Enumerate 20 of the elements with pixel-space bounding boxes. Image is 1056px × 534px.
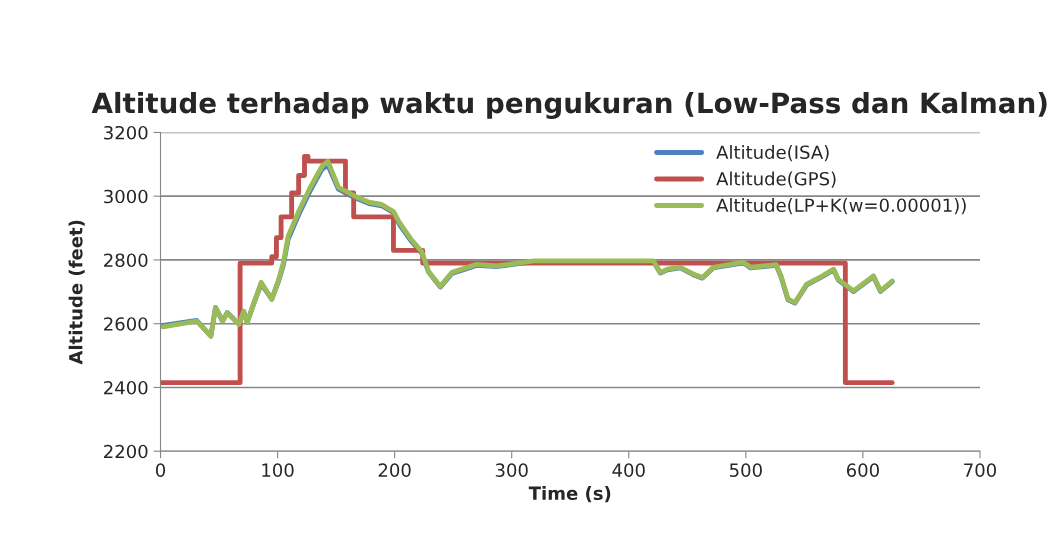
- y-axis-title: Altitude (feet): [68, 220, 85, 365]
- y-tick-label: 2600: [104, 317, 148, 331]
- legend-label: Altitude(ISA): [716, 145, 829, 162]
- x-tick-label: 600: [846, 463, 879, 478]
- y-tick-label: 3000: [104, 189, 148, 204]
- x-axis-title: Time (s): [528, 486, 611, 503]
- x-tick-label: 0: [155, 463, 166, 478]
- x-tick-label: 700: [964, 463, 996, 478]
- y-tick-label: 2200: [104, 444, 148, 459]
- y-tick-label: 3200: [104, 125, 148, 140]
- y-tick-label: 2800: [104, 253, 148, 268]
- x-tick-label: 400: [612, 463, 645, 478]
- y-tick-label: 2400: [104, 380, 148, 395]
- x-tick-label: 300: [495, 463, 528, 478]
- chart-title: Altitude terhadap waktu pengukuran (Low-Pass dan Kalman): [91, 91, 1047, 119]
- x-tick-label: 100: [262, 463, 294, 478]
- x-tick-label: 200: [378, 463, 411, 478]
- legend-label: Altitude(GPS): [716, 171, 836, 188]
- x-tick-label: 500: [730, 463, 762, 478]
- legend-label: Altitude(LP+K(w=0.00001)): [716, 198, 966, 215]
